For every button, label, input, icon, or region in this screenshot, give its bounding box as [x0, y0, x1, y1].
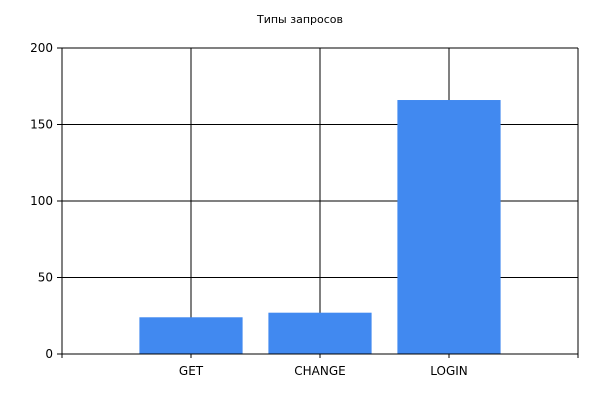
x-axis-ticks: GET CHANGE LOGIN — [61, 354, 579, 378]
x-tick-label-get: GET — [179, 364, 204, 378]
bar-change — [268, 312, 372, 354]
y-tick-label: 100 — [30, 194, 53, 208]
x-tick-label-change: CHANGE — [294, 364, 345, 378]
y-tick-label: 0 — [45, 347, 53, 361]
grid-lines — [62, 47, 578, 355]
x-tick-label-login: LOGIN — [430, 364, 468, 378]
y-tick-label: 200 — [30, 41, 53, 55]
y-tick-label: 50 — [38, 271, 53, 285]
bar-get — [139, 317, 243, 354]
y-axis-ticks: 0 50 100 150 200 — [30, 41, 62, 361]
bar-login — [397, 100, 501, 355]
y-tick-label: 150 — [30, 118, 53, 132]
chart-title: Типы запросов — [256, 13, 343, 26]
bars — [139, 100, 501, 355]
